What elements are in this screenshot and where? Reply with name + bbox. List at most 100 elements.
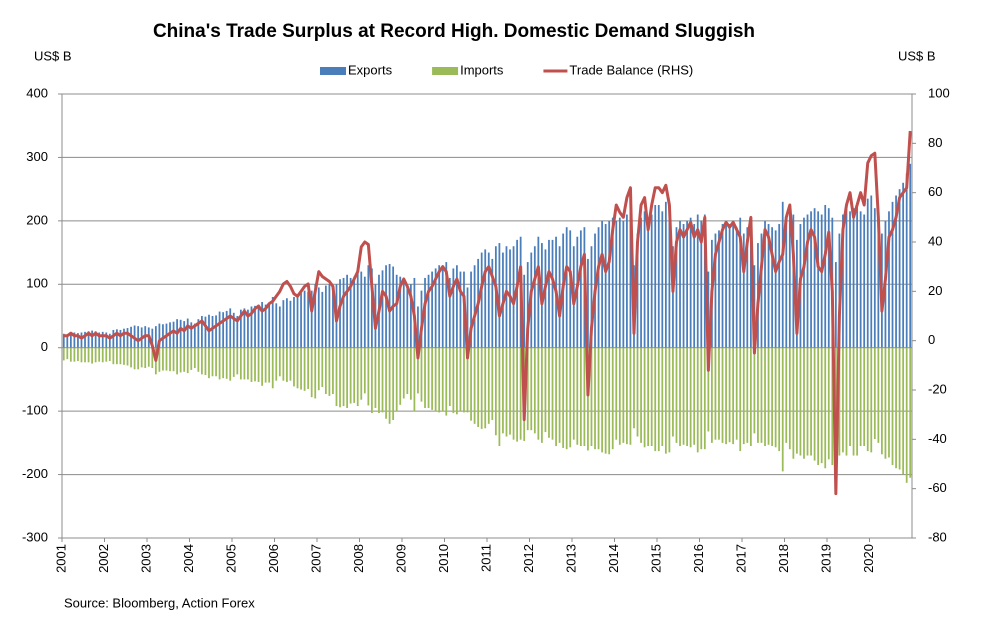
bar xyxy=(494,347,497,436)
bar xyxy=(629,211,632,348)
x-tick-label: 2007 xyxy=(308,544,323,573)
bar xyxy=(324,347,327,395)
bar xyxy=(116,329,118,348)
bar xyxy=(647,220,650,348)
bar xyxy=(601,347,603,453)
bar xyxy=(420,347,423,402)
bar xyxy=(229,347,232,381)
bar xyxy=(211,316,214,348)
bar xyxy=(530,347,533,431)
bar xyxy=(385,265,387,348)
bar xyxy=(870,195,873,348)
bar xyxy=(98,332,101,348)
bar xyxy=(877,347,880,443)
bar xyxy=(158,323,161,348)
bar xyxy=(693,224,696,348)
bar xyxy=(406,347,409,395)
bar xyxy=(239,347,242,380)
bar xyxy=(636,347,639,437)
bar xyxy=(328,347,331,396)
bar xyxy=(866,347,869,452)
bar xyxy=(215,347,217,377)
bar xyxy=(392,347,395,421)
bar xyxy=(657,205,660,348)
bar xyxy=(123,347,125,365)
bar xyxy=(679,347,681,447)
bar xyxy=(130,347,132,368)
x-tick-label: 2009 xyxy=(393,544,408,573)
bar xyxy=(611,217,614,348)
bar xyxy=(381,347,384,413)
bar xyxy=(764,220,766,348)
bar xyxy=(417,347,419,394)
bar xyxy=(154,326,157,348)
bar xyxy=(799,347,802,456)
bar xyxy=(222,312,225,348)
bar xyxy=(193,323,196,348)
bar xyxy=(817,211,820,348)
bar xyxy=(126,328,129,348)
bar xyxy=(541,347,543,443)
bar xyxy=(133,347,136,370)
bar xyxy=(742,233,745,348)
bar xyxy=(519,347,522,440)
bar xyxy=(378,347,380,414)
bar xyxy=(852,347,855,456)
bar xyxy=(757,347,759,443)
bar xyxy=(116,347,118,365)
bar xyxy=(452,347,455,414)
bar xyxy=(456,347,458,415)
bar xyxy=(374,347,377,408)
bar xyxy=(480,347,483,429)
bar xyxy=(888,211,890,348)
y2-tick-label: 60 xyxy=(928,184,942,199)
bar xyxy=(271,296,274,348)
bar xyxy=(732,220,735,348)
bar xyxy=(307,347,310,389)
bar xyxy=(466,287,469,348)
bar xyxy=(551,347,554,440)
bar xyxy=(434,347,437,412)
bar xyxy=(236,347,239,375)
y2-tick-label: 100 xyxy=(928,85,950,100)
bar xyxy=(179,347,182,373)
bar xyxy=(700,347,703,450)
bar xyxy=(484,347,487,429)
bar xyxy=(672,347,674,437)
bar xyxy=(321,291,324,348)
bar xyxy=(767,224,770,348)
bar xyxy=(820,347,823,464)
bar xyxy=(257,304,260,348)
bar xyxy=(186,318,189,348)
bar xyxy=(902,182,905,348)
y2-tick-label: 20 xyxy=(928,283,942,298)
bar xyxy=(774,347,777,448)
bar xyxy=(679,220,681,348)
y2-tick-label: -40 xyxy=(928,431,947,446)
bar xyxy=(870,347,873,453)
bar xyxy=(604,347,607,454)
bar xyxy=(732,347,735,445)
bar xyxy=(562,347,565,448)
bar xyxy=(399,276,402,348)
bar xyxy=(417,306,419,348)
bar xyxy=(696,347,699,453)
bar xyxy=(817,347,820,466)
bar xyxy=(286,347,288,382)
bar xyxy=(533,347,536,434)
bar xyxy=(126,347,129,366)
bar xyxy=(441,347,444,412)
bar xyxy=(746,227,749,348)
bar xyxy=(431,271,433,348)
bar xyxy=(622,347,625,443)
bar xyxy=(229,308,232,348)
bar xyxy=(718,230,720,348)
bar xyxy=(597,347,600,450)
bar xyxy=(686,347,688,447)
bar xyxy=(859,211,862,348)
bar xyxy=(204,347,207,375)
bar xyxy=(803,347,805,459)
bar xyxy=(346,347,348,408)
bar xyxy=(140,347,143,368)
